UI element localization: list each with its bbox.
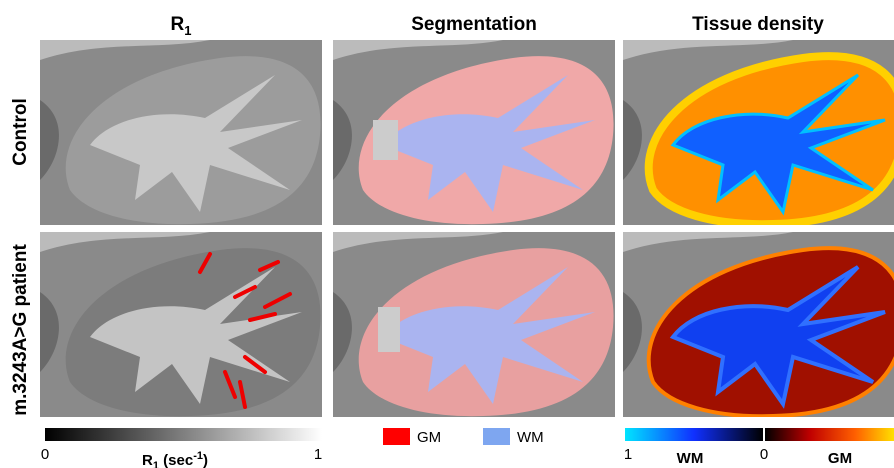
r1-control xyxy=(40,40,322,225)
density-control xyxy=(623,40,894,225)
colorbar-name: GM xyxy=(828,450,852,467)
r1-patient xyxy=(40,232,322,417)
colorbar-tick: 0 xyxy=(41,446,49,463)
r1-colorbar xyxy=(45,428,322,441)
column-title: Segmentation xyxy=(411,14,537,35)
density-patient xyxy=(623,232,894,417)
colorbar-tick: 0 xyxy=(760,446,768,463)
colorbar-name: WM xyxy=(677,450,704,467)
colorbar-label: R1 (sec-1) xyxy=(142,450,208,468)
gm-colorbar xyxy=(765,428,894,441)
column-title: Tissue density xyxy=(692,14,824,35)
legend-label: WM xyxy=(517,429,544,446)
row-label: Control xyxy=(10,98,31,166)
legend-swatch xyxy=(383,428,410,445)
seg-control xyxy=(333,40,615,225)
colorbar-tick: 1 xyxy=(624,446,632,463)
colorbar-tick: 1 xyxy=(314,446,322,463)
wm-colorbar xyxy=(625,428,763,441)
legend-label: GM xyxy=(417,429,441,446)
panels xyxy=(40,40,894,417)
figure: R1 Segmentation Tissue density Control m… xyxy=(0,0,894,468)
seg-patient xyxy=(333,232,615,417)
row-label: m.3243A>G patient xyxy=(10,244,31,416)
column-title: R1 xyxy=(171,14,192,38)
legend-swatch xyxy=(483,428,510,445)
